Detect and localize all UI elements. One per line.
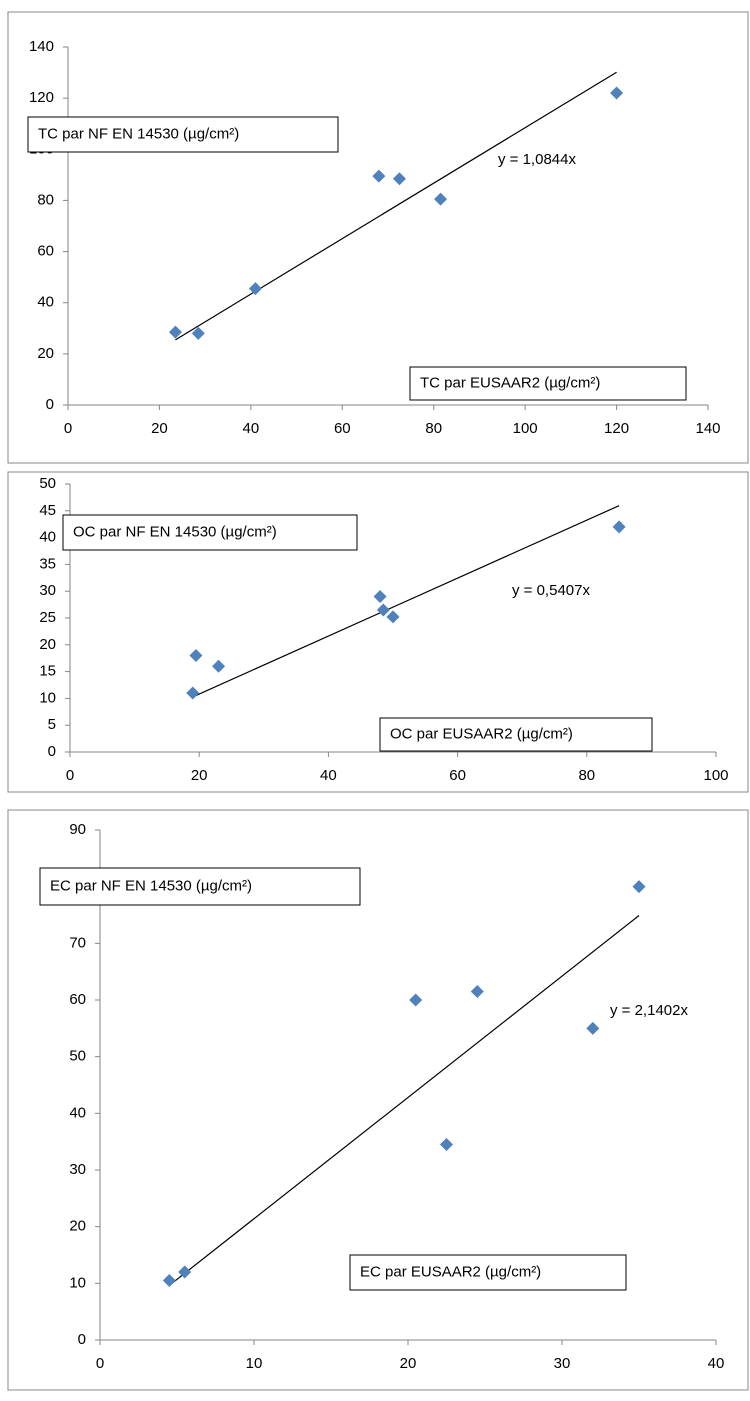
data-point (191, 326, 205, 340)
trendline-equation: y = 0,5407x (512, 582, 590, 599)
x-title-box (379, 717, 653, 752)
x-title-box (349, 1254, 627, 1291)
data-point (612, 520, 626, 534)
y-tick-label: 90 (69, 821, 86, 838)
y-tick-label: 35 (39, 555, 56, 572)
data-point (632, 880, 646, 894)
y-tick-label: 30 (39, 582, 56, 599)
y-tick-label: 60 (69, 991, 86, 1008)
y-tick-label: 0 (48, 743, 56, 760)
y-tick-label: 50 (69, 1048, 86, 1065)
data-point (168, 325, 182, 339)
y-tick-label: 25 (39, 609, 56, 626)
y-tick-label: 20 (39, 636, 56, 653)
data-point (248, 282, 262, 296)
data-point (434, 192, 448, 206)
data-point (178, 1265, 192, 1279)
y-axis-title: OC par NF EN 14530 (µg/cm²) (73, 523, 277, 540)
y-tick-label: 10 (39, 689, 56, 706)
x-tick-label: 10 (246, 1355, 263, 1372)
y-tick-label: 10 (69, 1274, 86, 1291)
data-point (212, 659, 226, 673)
data-point (376, 603, 390, 617)
y-tick-label: 140 (29, 38, 54, 55)
data-point (162, 1274, 176, 1287)
x-tick-label: 100 (703, 767, 728, 784)
x-axis-title: TC par EUSAAR2 (µg/cm²) (420, 374, 600, 391)
x-tick-label: 60 (449, 767, 466, 784)
data-point (186, 686, 200, 700)
y-axis-title: EC par NF EN 14530 (µg/cm²) (50, 877, 252, 894)
x-title-box (409, 366, 687, 401)
y-tick-label: 40 (37, 294, 54, 311)
y-axis-title: TC par NF EN 14530 (µg/cm²) (38, 125, 239, 142)
trendline (192, 505, 620, 698)
chart-frame (7, 809, 749, 1391)
x-tick-label: 40 (243, 420, 260, 437)
data-point (610, 86, 624, 100)
x-tick-label: 0 (96, 1355, 104, 1372)
y-tick-label: 0 (46, 396, 54, 413)
data-point (470, 985, 484, 998)
data-point (586, 1021, 600, 1035)
data-point (189, 649, 203, 663)
x-tick-label: 30 (554, 1355, 571, 1372)
y-tick-label: 20 (69, 1218, 86, 1235)
y-tick-label: 45 (39, 502, 56, 519)
y-tick-label: 40 (69, 1104, 86, 1121)
y-tick-label: 40 (39, 529, 56, 546)
data-point (386, 610, 400, 624)
trendline-equation: y = 1,0844x (498, 151, 576, 168)
trendline-equation: y = 2,1402x (610, 1002, 688, 1019)
x-tick-label: 0 (66, 767, 74, 784)
y-tick-label: 50 (39, 475, 56, 492)
x-axis-title: EC par EUSAAR2 (µg/cm²) (360, 1263, 541, 1280)
data-point (440, 1138, 453, 1151)
x-tick-label: 60 (334, 420, 351, 437)
x-tick-label: 40 (708, 1355, 725, 1372)
y-tick-label: 20 (37, 345, 54, 362)
x-tick-label: 100 (513, 420, 538, 437)
y-title-box (27, 116, 339, 153)
y-tick-label: 15 (39, 663, 56, 680)
y-tick-label: 5 (48, 716, 56, 733)
y-tick-label: 0 (78, 1331, 86, 1348)
x-tick-label: 80 (425, 420, 442, 437)
x-tick-label: 140 (695, 420, 720, 437)
y-title-box (39, 867, 361, 906)
y-title-box (62, 514, 358, 551)
x-tick-label: 20 (400, 1355, 417, 1372)
x-tick-label: 20 (191, 767, 208, 784)
trendline (168, 915, 640, 1286)
x-tick-label: 80 (578, 767, 595, 784)
data-point (372, 169, 386, 183)
x-tick-label: 0 (64, 420, 72, 437)
data-point (409, 993, 423, 1007)
x-axis-title: OC par EUSAAR2 (µg/cm²) (390, 725, 573, 742)
trendline (175, 71, 617, 341)
data-point (392, 172, 406, 186)
x-tick-label: 120 (604, 420, 629, 437)
y-tick-label: 60 (37, 243, 54, 260)
x-tick-label: 20 (151, 420, 168, 437)
y-tick-label: 70 (69, 934, 86, 951)
y-tick-label: 120 (29, 89, 54, 106)
y-tick-label: 30 (69, 1161, 86, 1178)
y-tick-label: 80 (37, 191, 54, 208)
x-tick-label: 40 (320, 767, 337, 784)
data-point (373, 590, 387, 604)
